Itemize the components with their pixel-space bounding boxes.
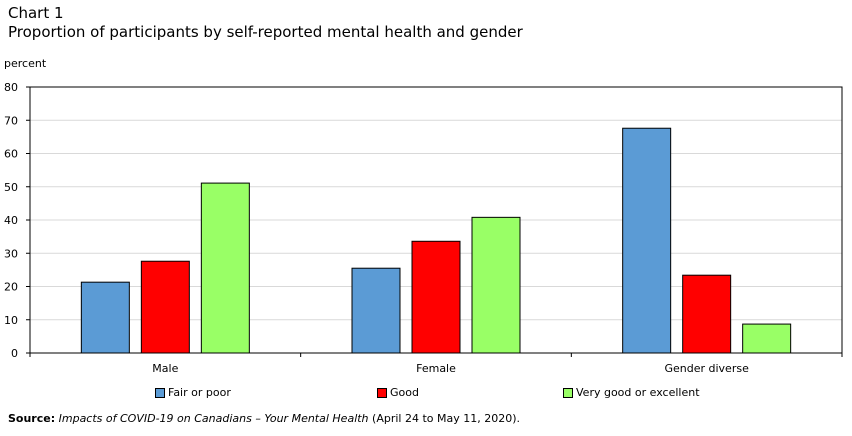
legend-swatch	[155, 387, 165, 398]
x-tick-label: Gender diverse	[664, 362, 749, 375]
y-tick-label: 40	[4, 214, 18, 227]
y-tick-label: 70	[4, 114, 18, 127]
bar-fair-or-poor-male	[80, 281, 130, 354]
y-tick-label: 50	[4, 181, 18, 194]
y-axis-label: percent	[4, 57, 47, 70]
legend-item: Very good or excellent	[563, 386, 700, 399]
bar-chart: 0 10 20 30 40 50 60 70 80 Male Female Gender divers…	[4, 81, 843, 375]
bars	[80, 127, 792, 354]
x-tick-label: Female	[416, 362, 456, 375]
legend-swatch	[377, 387, 387, 398]
plot-frame	[29, 86, 843, 354]
bar-good-gender-diverse	[682, 274, 732, 354]
legend-label: Good	[390, 386, 419, 399]
legend-item: Fair or poor	[155, 386, 231, 399]
legend-label: Fair or poor	[168, 386, 231, 399]
bar-good-female	[411, 240, 461, 354]
y-tick-label: 60	[4, 148, 18, 161]
bar-fair-or-poor-gender-diverse	[622, 127, 672, 354]
legend-swatch	[563, 387, 573, 398]
source-dates: (April 24 to May 11, 2020).	[368, 412, 521, 425]
chart-title: Proportion of participants by self-repor…	[8, 23, 523, 41]
y-tick-label: 0	[11, 347, 18, 360]
source-publication: Impacts of COVID-19 on Canadians – Your …	[58, 412, 369, 425]
chart-number: Chart 1	[8, 4, 64, 22]
legend-item: Good	[377, 386, 419, 399]
bar-very-good-or-excellent-female	[471, 216, 521, 354]
source-note: Source: Impacts of COVID-19 on Canadians…	[8, 412, 520, 425]
bar-good-male	[140, 260, 190, 354]
y-tick-label: 80	[4, 81, 18, 94]
legend-label: Very good or excellent	[576, 386, 700, 399]
chart-heading: Chart 1 Proportion of participants by se…	[8, 4, 523, 42]
source-label: Source:	[8, 412, 56, 425]
y-tick-label: 20	[4, 281, 18, 294]
legend: Fair or poor Good Very good or excellent	[0, 386, 852, 402]
x-tick-label: Male	[152, 362, 178, 375]
y-tick-label: 30	[4, 247, 18, 260]
bar-fair-or-poor-female	[351, 267, 401, 354]
bar-very-good-or-excellent-male	[200, 182, 250, 354]
bar-very-good-or-excellent-gender-diverse	[742, 323, 792, 354]
y-tick-label: 10	[4, 314, 18, 327]
axes: 0 10 20 30 40 50 60 70 80 Male Female Gender divers…	[4, 81, 843, 375]
